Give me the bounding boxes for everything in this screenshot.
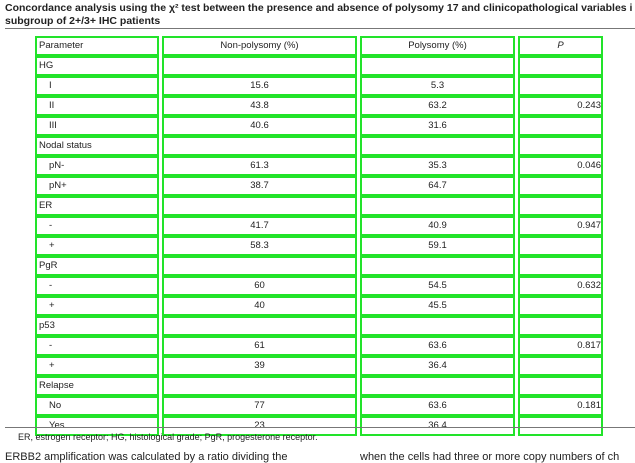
- table-cell-non-polysomy: [162, 56, 357, 76]
- table-cell-parameter: PgR: [35, 256, 159, 276]
- table-cell-non-polysomy: 39: [162, 356, 357, 376]
- table-cell-polysomy: 31.6: [360, 116, 515, 136]
- table-footnote: ER, estrogen receptor; HG, histological …: [18, 432, 318, 442]
- table-cell-non-polysomy: 77: [162, 396, 357, 416]
- table-cell-polysomy: 5.3: [360, 76, 515, 96]
- table-cell-polysomy: 63.2: [360, 96, 515, 116]
- table-cell-p-value: 0.046: [518, 156, 603, 176]
- table-cell-non-polysomy: 38.7: [162, 176, 357, 196]
- table-cell-non-polysomy: 60: [162, 276, 357, 296]
- table-cell-p-value: [518, 56, 603, 76]
- table-cell-parameter: -: [35, 276, 159, 296]
- table-cell-parameter: I: [35, 76, 159, 96]
- table-cell-parameter: pN+: [35, 176, 159, 196]
- table-cell-parameter: HG: [35, 56, 159, 76]
- table-cell-polysomy: [360, 376, 515, 396]
- table-cell-p-value: [518, 416, 603, 436]
- table-cell-polysomy: 35.3: [360, 156, 515, 176]
- table-cell-parameter: No: [35, 396, 159, 416]
- header-cell-p: P: [518, 36, 603, 56]
- table-cell-polysomy: [360, 256, 515, 276]
- table-cell-non-polysomy: 23: [162, 416, 357, 436]
- table-cell-polysomy: 63.6: [360, 396, 515, 416]
- table-cell-p-value: [518, 136, 603, 156]
- table-cell-p-value: [518, 116, 603, 136]
- table-cell-polysomy: 63.6: [360, 336, 515, 356]
- table-title-line-1: Concordance analysis using the χ² test b…: [5, 2, 633, 14]
- table-cell-p-value: 0.632: [518, 276, 603, 296]
- title-divider: [5, 28, 635, 29]
- table-cell-non-polysomy: 41.7: [162, 216, 357, 236]
- body-text-right: when the cells had three or more copy nu…: [360, 451, 620, 463]
- table-cell-non-polysomy: 40.6: [162, 116, 357, 136]
- table-cell-p-value: [518, 196, 603, 216]
- table-title-line-2: subgroup of 2+/3+ IHC patients: [5, 14, 161, 27]
- table-cell-non-polysomy: 40: [162, 296, 357, 316]
- table-cell-polysomy: 36.4: [360, 416, 515, 436]
- table-cell-p-value: [518, 376, 603, 396]
- table-cell-p-value: [518, 256, 603, 276]
- table-cell-parameter: Relapse: [35, 376, 159, 396]
- table-cell-non-polysomy: [162, 376, 357, 396]
- table-cell-parameter: +: [35, 296, 159, 316]
- table-cell-non-polysomy: 43.8: [162, 96, 357, 116]
- table-cell-parameter: +: [35, 356, 159, 376]
- table-cell-polysomy: 59.1: [360, 236, 515, 256]
- table-cell-parameter: ER: [35, 196, 159, 216]
- table-cell-non-polysomy: 61.3: [162, 156, 357, 176]
- table-cell-polysomy: 54.5: [360, 276, 515, 296]
- table-cell-non-polysomy: 61: [162, 336, 357, 356]
- table-cell-polysomy: [360, 136, 515, 156]
- table-cell-parameter: III: [35, 116, 159, 136]
- body-text-left: ERBB2 amplification was calculated by a …: [5, 451, 288, 463]
- footnote-divider: [5, 427, 635, 428]
- table-cell-parameter: II: [35, 96, 159, 116]
- table-cell-p-value: 0.243: [518, 96, 603, 116]
- table-cell-polysomy: [360, 196, 515, 216]
- table-cell-parameter: p53: [35, 316, 159, 336]
- table-cell-non-polysomy: [162, 136, 357, 156]
- table-cell-polysomy: 45.5: [360, 296, 515, 316]
- table-cell-p-value: [518, 236, 603, 256]
- table-cell-non-polysomy: [162, 196, 357, 216]
- table-cell-non-polysomy: 58.3: [162, 236, 357, 256]
- table-cell-polysomy: [360, 316, 515, 336]
- table-cell-parameter: +: [35, 236, 159, 256]
- table-cell-parameter: Yes: [35, 416, 159, 436]
- table-cell-p-value: [518, 296, 603, 316]
- table-title: Concordance analysis using the χ² test b…: [5, 2, 635, 27]
- header-cell-polysomy: Polysomy (%): [360, 36, 515, 56]
- concordance-table: Parameter Non-polysomy (%) Polysomy (%) …: [35, 36, 603, 436]
- table-cell-polysomy: 64.7: [360, 176, 515, 196]
- table-cell-polysomy: [360, 56, 515, 76]
- table-cell-p-value: [518, 356, 603, 376]
- table-cell-non-polysomy: [162, 316, 357, 336]
- table-cell-parameter: -: [35, 216, 159, 236]
- table-cell-polysomy: 40.9: [360, 216, 515, 236]
- header-cell-parameter: Parameter: [35, 36, 159, 56]
- table-cell-parameter: Nodal status: [35, 136, 159, 156]
- table-cell-non-polysomy: [162, 256, 357, 276]
- table-cell-non-polysomy: 15.6: [162, 76, 357, 96]
- header-cell-non-polysomy: Non-polysomy (%): [162, 36, 357, 56]
- table-cell-p-value: [518, 176, 603, 196]
- table-cell-p-value: [518, 316, 603, 336]
- table-cell-p-value: [518, 76, 603, 96]
- table-cell-parameter: -: [35, 336, 159, 356]
- table-cell-p-value: 0.817: [518, 336, 603, 356]
- table-cell-p-value: 0.181: [518, 396, 603, 416]
- table-cell-p-value: 0.947: [518, 216, 603, 236]
- table-cell-polysomy: 36.4: [360, 356, 515, 376]
- table-cell-parameter: pN-: [35, 156, 159, 176]
